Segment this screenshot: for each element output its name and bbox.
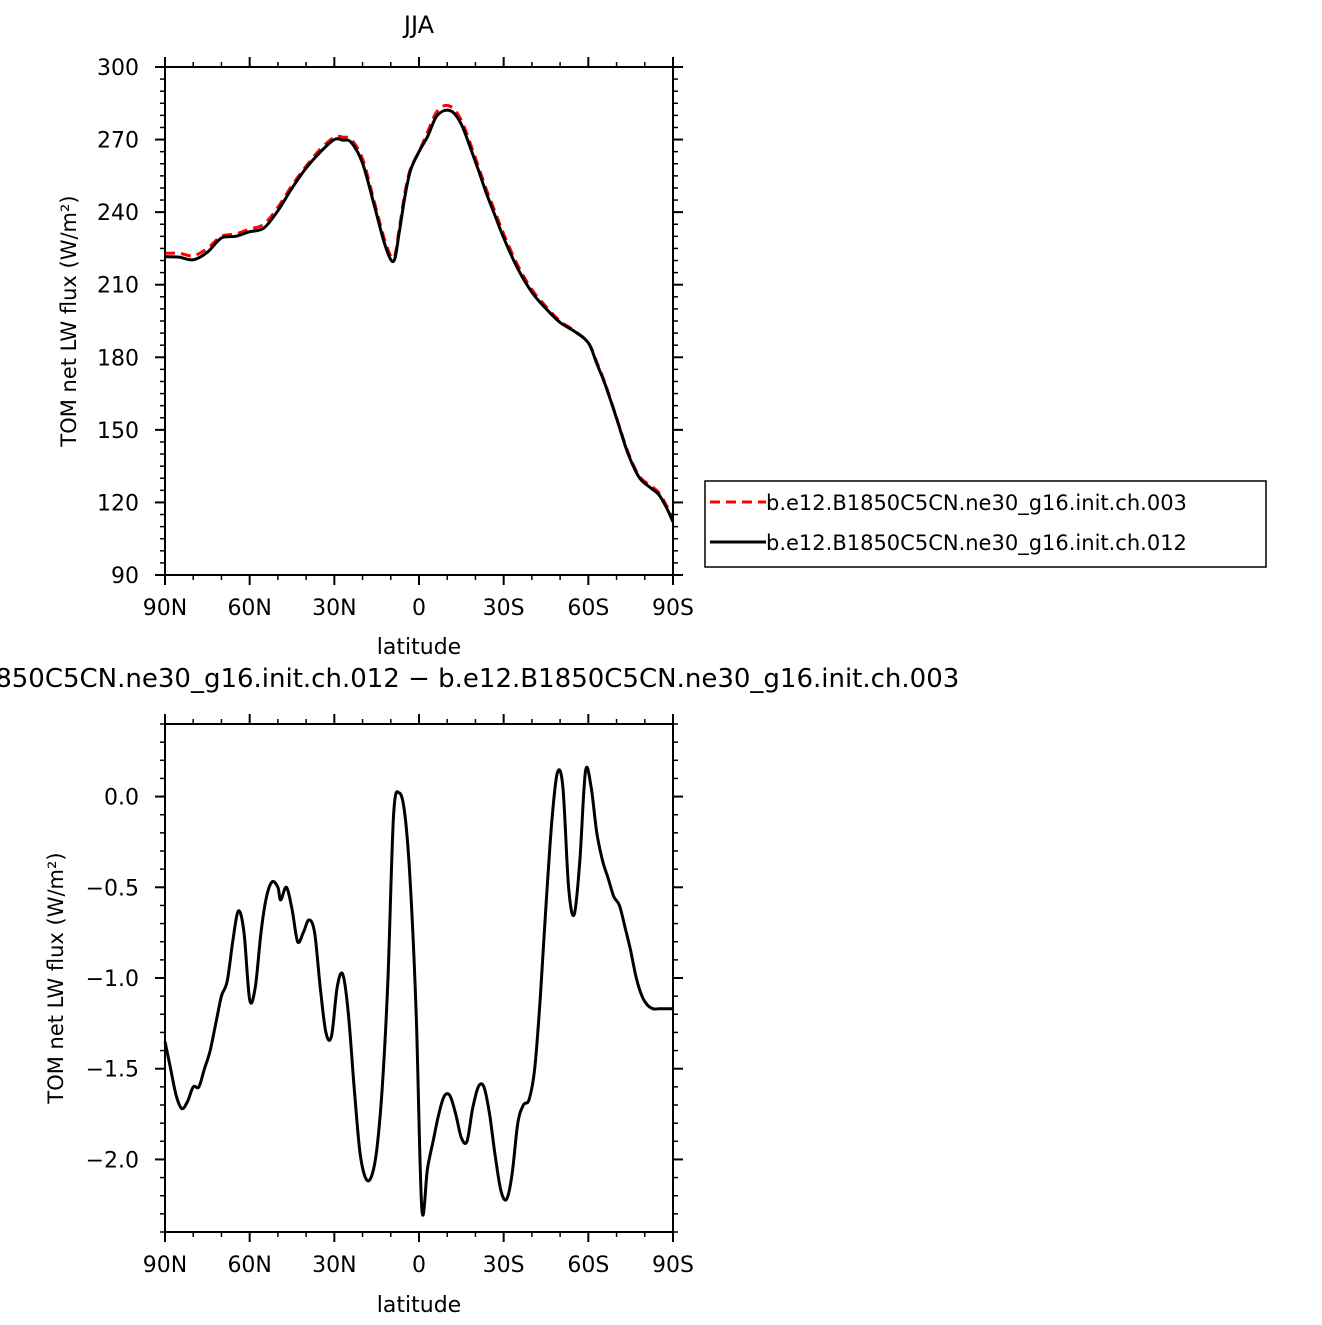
x-tick-label: 60S xyxy=(567,1253,609,1278)
y-tick-label: −1.5 xyxy=(86,1058,139,1083)
x-tick-label: 90S xyxy=(652,596,694,621)
y-axis-label-top: TOM net LW flux (W/m²) xyxy=(57,195,81,447)
y-tick-label: −1.0 xyxy=(86,967,139,992)
x-axis-label-top: latitude xyxy=(377,635,461,660)
y-tick-label: 120 xyxy=(97,491,139,516)
legend-label-003: b.e12.B1850C5CN.ne30_g16.init.ch.003 xyxy=(766,491,1187,516)
x-tick-label: 60N xyxy=(227,1253,271,1278)
y-tick-label: −2.0 xyxy=(86,1148,139,1173)
y-tick-label: 270 xyxy=(97,129,139,154)
x-tick-label: 30N xyxy=(312,1253,356,1278)
flux-chart-top: JJA latitude TOM net LW flux (W/m²) 90N 6… xyxy=(57,11,694,660)
chart-title-top: JJA xyxy=(402,11,435,39)
y-tick-label: 210 xyxy=(97,274,139,299)
difference-chart-bottom: b.e12.B1850C5CN.ne30_g16.init.ch.012 − b… xyxy=(0,664,959,1318)
x-tick-label: 90N xyxy=(143,596,187,621)
x-tick-label: 30S xyxy=(483,1253,525,1278)
series-line-0 xyxy=(164,103,675,520)
y-tick-label: 240 xyxy=(97,201,139,226)
x-axis-label-bottom: latitude xyxy=(377,1293,461,1318)
x-tick-label: 60N xyxy=(227,596,271,621)
plot-frame-top xyxy=(164,66,674,576)
y-axis-label-bottom: TOM net LW flux (W/m²) xyxy=(44,852,68,1104)
legend-box xyxy=(704,480,1267,568)
x-tick-label: 90S xyxy=(652,1253,694,1278)
x-tick-label: 60S xyxy=(567,596,609,621)
x-tick-label: 0 xyxy=(412,1253,426,1278)
x-tick-label: 30S xyxy=(483,596,525,621)
y-tick-label: 90 xyxy=(111,564,139,589)
x-tick-label: 30N xyxy=(312,596,356,621)
x-tick-label: 90N xyxy=(143,1253,187,1278)
legend: b.e12.B1850C5CN.ne30_g16.init.ch.003 b.e… xyxy=(704,480,1267,568)
chart-title-bottom: b.e12.B1850C5CN.ne30_g16.init.ch.012 − b… xyxy=(0,664,959,694)
y-tick-label: 0.0 xyxy=(104,786,139,811)
y-tick-label: 150 xyxy=(97,419,139,444)
y-tick-label: 180 xyxy=(97,346,139,371)
series-line-1 xyxy=(164,108,675,523)
legend-label-012: b.e12.B1850C5CN.ne30_g16.init.ch.012 xyxy=(766,531,1187,556)
plot-frame-bottom xyxy=(164,723,674,1233)
series-line-0 xyxy=(163,765,673,1217)
x-tick-label: 0 xyxy=(412,596,426,621)
y-tick-label: −0.5 xyxy=(86,876,139,901)
y-tick-label: 300 xyxy=(97,56,139,81)
